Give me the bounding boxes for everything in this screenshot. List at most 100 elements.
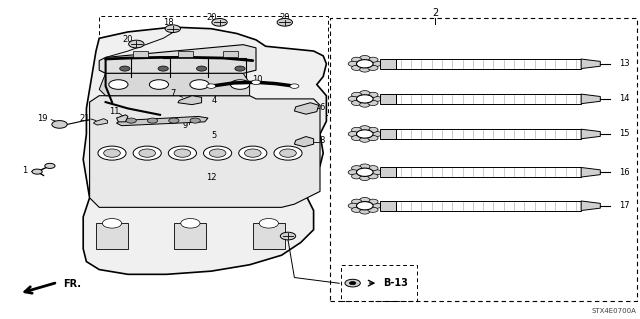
Circle shape — [104, 149, 120, 157]
Text: 14: 14 — [620, 94, 630, 103]
Text: 7: 7 — [170, 89, 175, 98]
Circle shape — [351, 136, 362, 141]
Circle shape — [368, 100, 378, 106]
Circle shape — [252, 80, 260, 85]
Bar — [133, 51, 148, 57]
Bar — [396, 94, 581, 104]
Bar — [380, 59, 396, 69]
Circle shape — [368, 136, 378, 141]
Text: 21: 21 — [80, 114, 90, 122]
Text: STX4E0700A: STX4E0700A — [592, 308, 637, 314]
Bar — [237, 110, 259, 115]
Polygon shape — [116, 116, 208, 126]
Circle shape — [174, 149, 191, 157]
Circle shape — [348, 170, 358, 175]
Polygon shape — [116, 115, 128, 122]
Circle shape — [368, 199, 378, 204]
Circle shape — [351, 65, 362, 70]
Circle shape — [133, 146, 161, 160]
Circle shape — [360, 164, 370, 169]
Bar — [235, 101, 242, 105]
Text: 3: 3 — [212, 59, 217, 68]
Bar — [255, 137, 262, 140]
Bar — [255, 131, 262, 135]
Text: FR.: FR. — [63, 279, 81, 289]
Text: 18: 18 — [163, 18, 173, 27]
Bar — [255, 59, 262, 63]
Circle shape — [368, 92, 378, 97]
Circle shape — [360, 56, 370, 61]
Bar — [235, 131, 242, 135]
Circle shape — [235, 66, 245, 71]
Circle shape — [351, 127, 362, 132]
Circle shape — [360, 102, 370, 107]
Circle shape — [196, 66, 207, 71]
Bar — [255, 65, 262, 69]
Text: 13: 13 — [620, 59, 630, 68]
Text: 6: 6 — [319, 103, 324, 112]
Circle shape — [360, 175, 370, 181]
Polygon shape — [266, 174, 285, 184]
Bar — [255, 96, 262, 100]
Polygon shape — [93, 119, 108, 125]
Circle shape — [371, 170, 381, 175]
Bar — [380, 129, 396, 139]
Bar — [235, 172, 243, 175]
Circle shape — [356, 95, 373, 103]
Polygon shape — [581, 167, 600, 177]
Text: 20: 20 — [123, 35, 133, 44]
Text: 11: 11 — [109, 107, 119, 116]
Text: 20: 20 — [280, 13, 290, 22]
Bar — [174, 223, 206, 249]
Text: 20: 20 — [273, 236, 284, 245]
Bar — [396, 59, 581, 69]
Circle shape — [180, 219, 200, 228]
Bar — [396, 129, 581, 139]
Circle shape — [147, 118, 157, 123]
Circle shape — [207, 84, 216, 88]
Circle shape — [351, 166, 362, 171]
Circle shape — [351, 100, 362, 106]
Bar — [230, 126, 266, 145]
Bar — [99, 16, 328, 115]
Circle shape — [368, 207, 378, 212]
Circle shape — [348, 131, 358, 137]
Circle shape — [102, 219, 122, 228]
Circle shape — [351, 174, 362, 179]
Polygon shape — [294, 103, 319, 114]
Circle shape — [360, 91, 370, 96]
Bar — [223, 51, 238, 57]
Circle shape — [368, 166, 378, 171]
Circle shape — [45, 163, 55, 168]
Polygon shape — [99, 73, 250, 96]
Circle shape — [351, 199, 362, 204]
Polygon shape — [90, 96, 320, 207]
Bar — [230, 91, 266, 110]
Bar — [235, 137, 242, 140]
Circle shape — [274, 146, 302, 160]
Bar — [245, 65, 252, 69]
Polygon shape — [581, 201, 600, 211]
Circle shape — [165, 25, 180, 33]
Circle shape — [190, 118, 200, 123]
Circle shape — [348, 96, 358, 101]
Text: 19: 19 — [38, 114, 48, 123]
Circle shape — [349, 281, 356, 285]
Circle shape — [371, 131, 381, 137]
Text: 15: 15 — [620, 130, 630, 138]
Bar — [341, 265, 417, 301]
Circle shape — [345, 279, 360, 287]
Circle shape — [351, 92, 362, 97]
Bar — [178, 51, 193, 57]
Polygon shape — [581, 59, 600, 69]
Bar — [396, 201, 581, 211]
Bar — [245, 59, 252, 63]
Polygon shape — [99, 45, 256, 73]
Text: B-13: B-13 — [383, 278, 408, 288]
Circle shape — [368, 57, 378, 62]
Bar — [245, 137, 252, 140]
Circle shape — [259, 219, 278, 228]
Polygon shape — [294, 137, 314, 147]
Circle shape — [360, 126, 370, 131]
Circle shape — [190, 80, 209, 89]
